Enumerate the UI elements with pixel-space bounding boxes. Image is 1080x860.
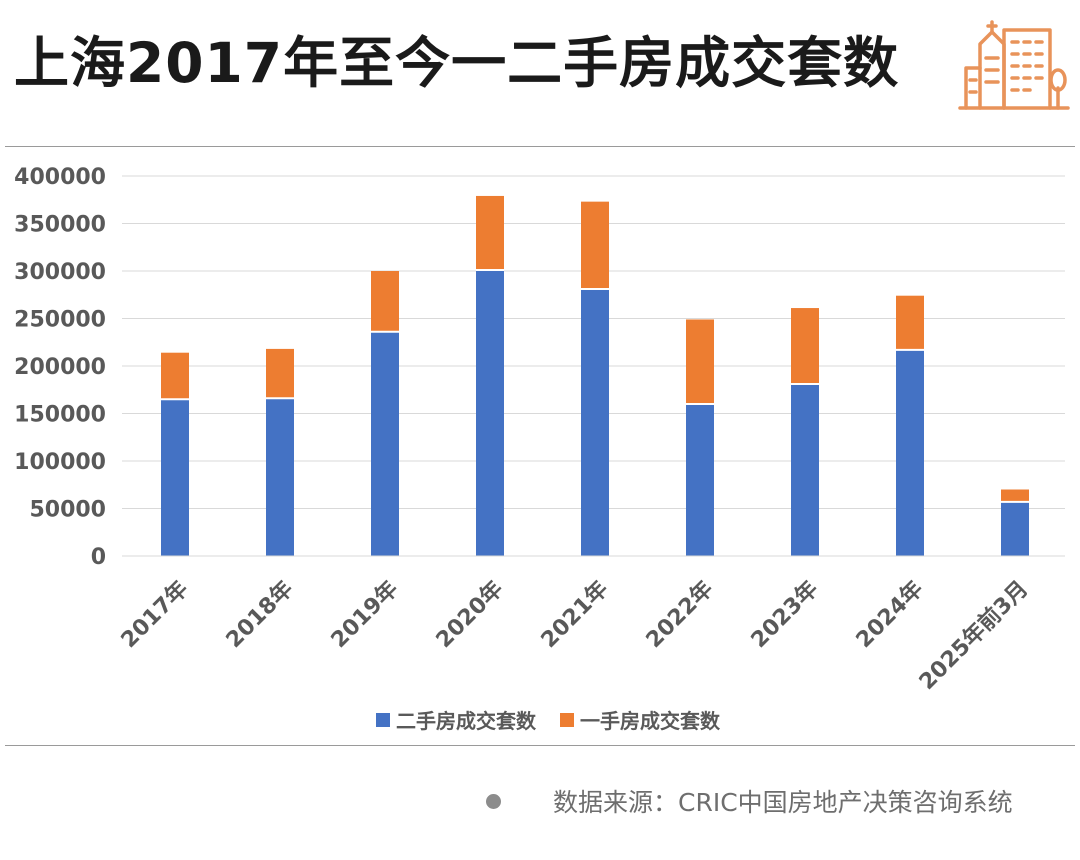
bottom-divider [5,745,1075,746]
x-tick-label: 2025年前3月 [914,576,1033,695]
x-tick-label: 2018年 [221,576,298,653]
x-tick-label: 2020年 [431,576,508,653]
x-tick-label: 2021年 [536,576,613,653]
bar-first-hand [1001,489,1029,502]
legend-swatch [376,713,390,727]
bar-second-hand [791,384,819,556]
bullet-dot-icon [486,793,501,809]
bar-first-hand [686,319,714,404]
bar-second-hand [1001,501,1029,556]
legend-swatch [560,713,574,727]
bar-second-hand [371,331,399,556]
bar-first-hand [476,195,504,271]
bar-first-hand [371,271,399,332]
y-tick-label: 50000 [29,498,106,523]
bar-second-hand [161,399,189,556]
stacked-bar-chart: 0 50000 100000 150000 200000 250000 300000 3500… [14,165,1065,733]
bar-second-hand [266,398,294,556]
y-tick-label: 150000 [14,403,106,428]
x-tick-label: 2017年 [116,576,193,653]
bar-first-hand [791,308,819,385]
top-divider [5,146,1075,147]
y-tick-label: 350000 [14,213,106,238]
page-title: 上海2017年至今一二手房成交套数 [14,31,900,95]
bar-second-hand [581,289,609,556]
bar-first-hand [581,201,609,290]
legend-label: 二手房成交套数 [396,709,537,733]
source-text: 数据来源：CRIC中国房地产决策咨询系统 [553,788,1013,817]
y-tick-label: 0 [91,545,106,570]
bar-first-hand [896,295,924,350]
y-tick-label: 200000 [14,355,106,380]
x-tick-label: 2022年 [641,576,718,653]
bar-second-hand [686,404,714,556]
bar-first-hand [161,352,189,400]
legend-label: 一手房成交套数 [580,709,721,733]
y-tick-label: 250000 [14,308,106,333]
x-tick-label: 2019年 [326,576,403,653]
city-buildings-icon [958,20,1070,110]
y-tick-label: 100000 [14,450,106,475]
bar-first-hand [266,348,294,399]
bar-second-hand [896,349,924,556]
y-tick-label: 400000 [14,165,106,190]
bar-second-hand [476,270,504,556]
data-source: 数据来源：CRIC中国房地产决策咨询系统 [486,783,1013,819]
x-tick-label: 2024年 [851,576,928,653]
x-tick-label: 2023年 [746,576,823,653]
y-tick-label: 300000 [14,260,106,285]
